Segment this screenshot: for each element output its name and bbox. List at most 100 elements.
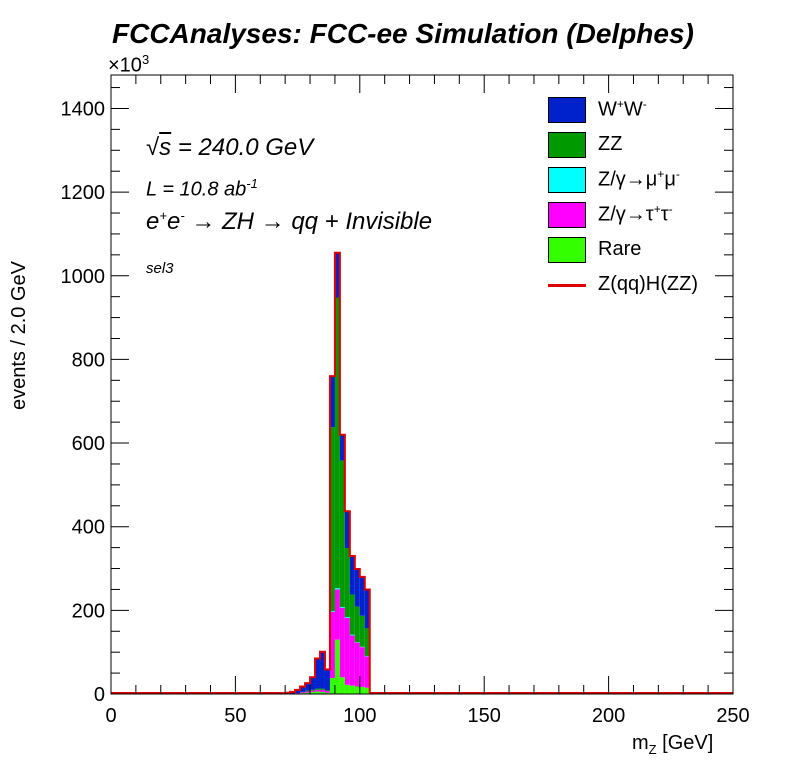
legend-swatch-zmumu (548, 166, 586, 193)
legend-line-signal (548, 272, 586, 298)
x-axis-label-sub: Z (648, 742, 657, 757)
bar-0-11 (329, 678, 335, 694)
legend-label-rare: Rare (598, 238, 642, 260)
x-tick-label: 150 (468, 705, 501, 727)
bar-0-15 (349, 685, 355, 694)
legend-label-ztautau: Z/γ→τ+τ- (598, 202, 673, 227)
bar-4-16 (354, 568, 360, 607)
bar-4-14 (344, 511, 350, 549)
bar-0-13 (339, 677, 345, 694)
legend-item-signal: Z(qq)H(ZZ) (548, 267, 728, 302)
bar-4-18 (364, 589, 370, 629)
bar-1-10 (324, 691, 330, 693)
sqrt-symbol: √ (146, 134, 160, 161)
bar-3-6 (305, 690, 311, 692)
legend-swatch-ztautau (548, 201, 586, 228)
bar-1-5 (300, 692, 306, 694)
zmumu-sup2: - (675, 167, 680, 182)
process-e2-sup: - (180, 208, 185, 223)
legend-label-zmumu: Z/γ→μ+μ- (598, 167, 680, 192)
bar-4-15 (349, 555, 355, 595)
bar-2-13 (339, 607, 345, 608)
bar-3-11 (329, 427, 335, 612)
bar-4-3 (290, 691, 296, 694)
bar-0-18 (364, 687, 370, 694)
ztautau-mid: τ (660, 203, 669, 226)
bar-1-18 (364, 656, 370, 688)
x-axis-label-unit: [GeV] (656, 732, 714, 754)
energy-annotation: √s = 240.0 GeV (146, 134, 313, 162)
bar-3-7 (310, 689, 316, 691)
y-tick-label: 400 (72, 517, 105, 539)
bar-1-15 (349, 635, 355, 686)
energy-value: = 240.0 GeV (171, 134, 314, 161)
y-exponent-base: ×10 (108, 54, 142, 77)
bar-0-12 (334, 639, 340, 694)
zmumu-sup1: + (657, 167, 665, 182)
bar-1-16 (354, 642, 360, 687)
x-tick-label: 100 (343, 705, 376, 727)
bar-1-14 (344, 617, 350, 685)
y-tick-label: 600 (72, 433, 105, 455)
bar-3-16 (354, 606, 360, 643)
bar-3-15 (349, 594, 355, 635)
x-axis-label-base: m (632, 732, 649, 754)
process-e1: e (146, 208, 160, 235)
ztautau-base: Z/γ→τ (598, 203, 654, 226)
legend-label-signal: Z(qq)H(ZZ) (598, 273, 698, 295)
bar-2-12 (334, 588, 340, 590)
bar-0-14 (344, 684, 350, 694)
bar-0-9 (319, 691, 325, 694)
bar-4-11 (329, 376, 335, 428)
bar-3-14 (344, 548, 350, 618)
ww-sup1: + (616, 97, 624, 112)
luminosity-annotation: L = 10.8 ab-1 (146, 176, 258, 202)
bar-0-17 (359, 686, 365, 694)
bar-2-14 (344, 617, 350, 618)
legend-item-ww: W+W- (548, 92, 728, 127)
legend-label-ww: W+W- (598, 97, 647, 122)
y-exponent-power: 3 (141, 52, 150, 67)
process-e1-sup: + (159, 208, 167, 223)
bar-0-6 (305, 692, 311, 694)
bar-3-8 (315, 688, 320, 690)
bar-1-8 (315, 689, 320, 692)
y-tick-label: 1200 (61, 182, 106, 204)
bar-1-9 (319, 689, 325, 692)
y-tick-label: 200 (72, 600, 105, 622)
bar-1-6 (305, 691, 311, 693)
bar-4-9 (319, 651, 325, 689)
x-tick-label: 0 (105, 705, 116, 727)
process-annotation: e+e- → ZH → qq + Invisible (146, 208, 432, 236)
bar-3-18 (364, 628, 370, 656)
bar-1-13 (339, 607, 345, 678)
x-tick-label: 200 (592, 705, 625, 727)
legend-swatch-ww (548, 96, 586, 123)
ww-base2: W (623, 98, 643, 121)
chart-title: FCCAnalyses: FCC-ee Simulation (Delphes) (112, 18, 694, 49)
bar-4-12 (334, 252, 340, 298)
bar-3-12 (334, 297, 340, 589)
legend-swatch-rare (548, 236, 586, 263)
bar-2-15 (349, 634, 355, 636)
ztautau-sup2: - (668, 202, 673, 217)
bar-4-10 (324, 669, 330, 691)
bar-4-17 (359, 576, 365, 616)
bar-0-8 (315, 691, 320, 694)
bar-3-13 (339, 460, 345, 608)
y-tick-label: 0 (94, 684, 105, 706)
axes: 0 200 400 600 800 1000 1200 1400 0 50 100 150 200 250 (61, 74, 750, 727)
lumi-prefix: L = 10.8 ab (146, 178, 247, 201)
y-tick-label: 1400 (61, 98, 106, 120)
bar-0-16 (354, 686, 360, 694)
x-tick-label: 250 (716, 705, 749, 727)
bar-1-17 (359, 647, 365, 687)
zmumu-base: Z/γ→μ (598, 168, 658, 191)
signal-line (111, 251, 733, 695)
legend-item-rare: Rare (548, 232, 728, 267)
y-tick-label: 1000 (61, 266, 106, 288)
selection-annotation: sel3 (146, 260, 174, 277)
plot-frame (110, 74, 734, 695)
sqrt-s: s (159, 134, 172, 161)
